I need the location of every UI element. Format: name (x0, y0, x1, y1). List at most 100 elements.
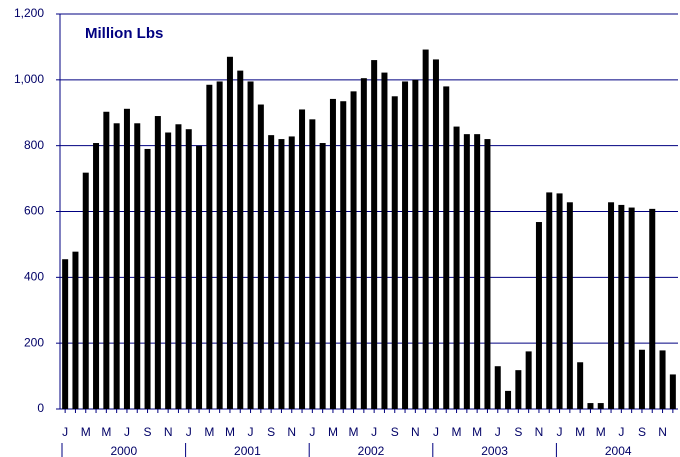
y-tick-label: 200 (24, 335, 44, 349)
bar (237, 70, 244, 409)
bar (546, 192, 553, 409)
bar (566, 202, 573, 409)
x-tick-label: J (433, 425, 439, 439)
x-tick-label: J (124, 425, 130, 439)
bar (391, 96, 398, 410)
x-tick-label: M (575, 425, 585, 439)
bar (278, 139, 285, 410)
bar (309, 119, 316, 409)
x-tick-label: N (411, 425, 420, 439)
bar (608, 202, 615, 409)
year-label: 2003 (481, 444, 508, 457)
bar (669, 374, 676, 409)
x-tick-label: M (328, 425, 338, 439)
bar (165, 132, 172, 409)
bar (350, 91, 357, 410)
bar (226, 56, 233, 410)
bar (216, 81, 223, 410)
bar (494, 366, 501, 409)
bar (556, 193, 563, 409)
x-tick-label: N (164, 425, 173, 439)
bar (62, 259, 69, 409)
bar (638, 349, 645, 409)
y-tick-label: 400 (24, 270, 44, 284)
x-tick-label: S (391, 425, 399, 439)
year-label: 2001 (234, 444, 261, 457)
year-label: 2004 (605, 444, 632, 457)
bar (144, 148, 151, 410)
x-tick-label: M (472, 425, 482, 439)
x-tick-label: N (287, 425, 296, 439)
bar (422, 49, 429, 410)
bar (247, 81, 254, 410)
x-tick-label: M (349, 425, 359, 439)
bar (474, 134, 481, 410)
y-tick-label: 0 (37, 401, 44, 415)
bar (371, 60, 378, 409)
chart-title: Million Lbs (85, 25, 163, 42)
x-tick-label: J (371, 425, 377, 439)
bar (649, 208, 656, 409)
bar (196, 145, 203, 409)
y-tick-label: 600 (24, 204, 44, 218)
x-tick-label: M (225, 425, 235, 439)
bar (443, 86, 450, 410)
y-tick-label: 1,000 (14, 72, 44, 86)
bar (432, 59, 439, 410)
bar (618, 204, 625, 409)
x-tick-label: M (81, 425, 91, 439)
bar (134, 123, 141, 410)
bar (123, 108, 130, 410)
bar (82, 172, 89, 409)
x-tick-label: J (62, 425, 68, 439)
x-tick-label: N (535, 425, 544, 439)
bar (175, 124, 182, 409)
bar (463, 134, 470, 410)
bar (525, 351, 532, 409)
x-tick-label: J (186, 425, 192, 439)
bar (535, 222, 542, 409)
x-tick-label: M (596, 425, 606, 439)
bar (329, 98, 336, 410)
x-tick-label: S (267, 425, 275, 439)
x-tick-label: J (557, 425, 563, 439)
y-tick-label: 1,200 (14, 6, 44, 20)
x-tick-label: N (658, 425, 667, 439)
bar (577, 362, 584, 409)
x-tick-label: S (144, 425, 152, 439)
bar (288, 136, 295, 409)
x-tick-label: M (452, 425, 462, 439)
x-tick-label: J (248, 425, 254, 439)
bar (453, 126, 460, 409)
x-tick-label: S (514, 425, 522, 439)
bar (402, 81, 409, 410)
bar (268, 135, 275, 409)
bar (505, 390, 512, 409)
bar (206, 84, 213, 409)
bar (484, 139, 491, 410)
year-label: 2002 (358, 444, 385, 457)
bar (587, 403, 594, 409)
bar (299, 109, 306, 409)
bar (257, 104, 264, 409)
x-tick-label: M (204, 425, 214, 439)
y-tick-label: 800 (24, 138, 44, 152)
x-tick-label: J (495, 425, 501, 439)
bar (103, 111, 110, 409)
x-tick-label: S (638, 425, 646, 439)
bar (72, 251, 79, 409)
year-label: 2000 (110, 444, 137, 457)
bar (185, 129, 192, 410)
x-tick-label: M (101, 425, 111, 439)
bar (515, 370, 522, 409)
bar (412, 79, 419, 409)
bar (597, 403, 604, 409)
bar (113, 123, 120, 410)
bar (628, 207, 635, 409)
x-tick-label: J (309, 425, 315, 439)
bar (381, 72, 388, 409)
bar (93, 143, 100, 410)
bar (319, 143, 326, 410)
x-tick-label: J (618, 425, 624, 439)
